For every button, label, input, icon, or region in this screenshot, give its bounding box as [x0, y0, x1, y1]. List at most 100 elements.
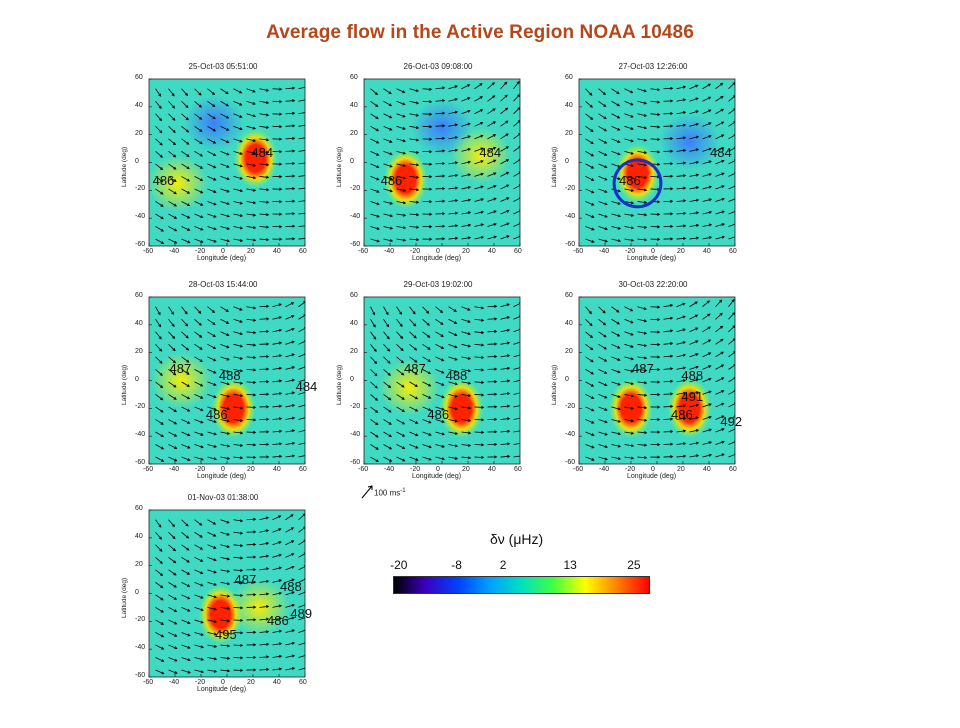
y-tick-label: 60: [135, 505, 143, 512]
x-tick-label: -60: [358, 466, 368, 473]
region-label: 486: [427, 407, 449, 422]
y-tick-label: 20: [565, 130, 573, 137]
x-tick-label: 40: [703, 466, 711, 473]
x-tick-label: -60: [573, 248, 583, 255]
y-tick-label: 60: [135, 74, 143, 81]
colorbar-tick-label: 25: [627, 558, 640, 572]
x-axis-label: Longitude (deg): [197, 255, 246, 262]
region-label: 486: [206, 407, 228, 422]
x-tick-label: 20: [462, 466, 470, 473]
y-tick-label: 20: [135, 561, 143, 568]
x-tick-label: 60: [514, 466, 522, 473]
x-tick-label: -60: [358, 248, 368, 255]
x-tick-label: 0: [436, 248, 440, 255]
x-tick-label: 40: [488, 466, 496, 473]
y-tick-label: 40: [135, 320, 143, 327]
y-tick-label: 20: [350, 348, 358, 355]
x-tick-label: 20: [247, 679, 255, 686]
x-tick-label: -60: [143, 466, 153, 473]
x-tick-label: -20: [195, 248, 205, 255]
y-tick-label: -20: [135, 185, 145, 192]
region-label: 488: [681, 368, 703, 383]
flow-arrow-head: [305, 237, 307, 239]
region-label: 488: [446, 368, 468, 383]
region-label: 484: [710, 145, 732, 160]
y-tick-label: 20: [350, 130, 358, 137]
region-label: 489: [290, 606, 312, 621]
y-tick-label: -60: [565, 241, 575, 248]
flow-arrow-head: [305, 200, 307, 202]
x-tick-label: -60: [143, 248, 153, 255]
colorbar-title: δν (μHz): [490, 531, 543, 547]
x-tick-label: -40: [599, 248, 609, 255]
y-tick-label: 0: [565, 158, 569, 165]
y-tick-label: -20: [135, 616, 145, 623]
region-label: 488: [280, 579, 302, 594]
colorbar-tick-label: -20: [390, 558, 407, 572]
region-label: 486: [153, 173, 175, 188]
y-tick-label: -60: [135, 459, 145, 466]
x-tick-label: 0: [221, 248, 225, 255]
region-label: 486: [267, 613, 289, 628]
x-axis-label: Longitude (deg): [197, 473, 246, 480]
x-tick-label: -20: [625, 466, 635, 473]
flow-arrow-head: [305, 212, 307, 214]
x-tick-label: -40: [169, 466, 179, 473]
x-tick-label: 60: [299, 679, 307, 686]
x-axis-label: Longitude (deg): [197, 686, 246, 693]
x-tick-label: -60: [143, 679, 153, 686]
x-tick-label: 60: [514, 248, 522, 255]
y-tick-label: 20: [135, 130, 143, 137]
flow-arrow-head: [305, 162, 307, 164]
x-tick-label: -40: [169, 248, 179, 255]
x-tick-label: -60: [573, 466, 583, 473]
y-axis-label: Latitude (deg): [121, 364, 128, 404]
x-axis-label: Longitude (deg): [627, 473, 676, 480]
x-tick-label: -40: [599, 466, 609, 473]
region-label: 486: [619, 173, 641, 188]
region-label: 486: [381, 173, 403, 188]
x-tick-label: 40: [703, 248, 711, 255]
x-tick-label: 20: [677, 248, 685, 255]
region-label: 492: [720, 414, 742, 429]
region-label: 484: [479, 145, 501, 160]
y-tick-label: 20: [565, 348, 573, 355]
region-label: 486: [671, 407, 693, 422]
y-axis-label: Latitude (deg): [336, 364, 343, 404]
figure-title: Average flow in the Active Region NOAA 1…: [0, 22, 960, 44]
y-tick-label: -20: [350, 403, 360, 410]
y-tick-label: -60: [135, 241, 145, 248]
y-axis-label: Latitude (deg): [551, 146, 558, 186]
x-tick-label: -20: [195, 466, 205, 473]
region-label: 488: [219, 368, 241, 383]
x-tick-label: 0: [436, 466, 440, 473]
region-label: 487: [404, 361, 426, 376]
y-tick-label: 40: [565, 102, 573, 109]
flow-arrow-head: [305, 149, 307, 151]
y-tick-label: 60: [565, 292, 573, 299]
y-tick-label: 40: [135, 102, 143, 109]
y-tick-label: 60: [350, 292, 358, 299]
x-tick-label: 0: [651, 466, 655, 473]
x-tick-label: 0: [221, 466, 225, 473]
x-tick-label: 0: [651, 248, 655, 255]
region-label: 487: [170, 361, 192, 376]
x-tick-label: -40: [384, 248, 394, 255]
flow-arrow-head: [305, 174, 307, 176]
x-tick-label: 60: [299, 248, 307, 255]
colorbar-tick-label: 2: [500, 558, 507, 572]
y-tick-label: 60: [565, 74, 573, 81]
x-tick-label: 60: [299, 466, 307, 473]
y-tick-label: -20: [350, 185, 360, 192]
y-tick-label: -60: [350, 459, 360, 466]
colorbar-tick-label: -8: [451, 558, 462, 572]
x-tick-label: -20: [410, 248, 420, 255]
x-tick-label: 40: [488, 248, 496, 255]
y-axis-label: Latitude (deg): [336, 146, 343, 186]
x-tick-label: 40: [273, 466, 281, 473]
region-label: 495: [215, 627, 237, 642]
